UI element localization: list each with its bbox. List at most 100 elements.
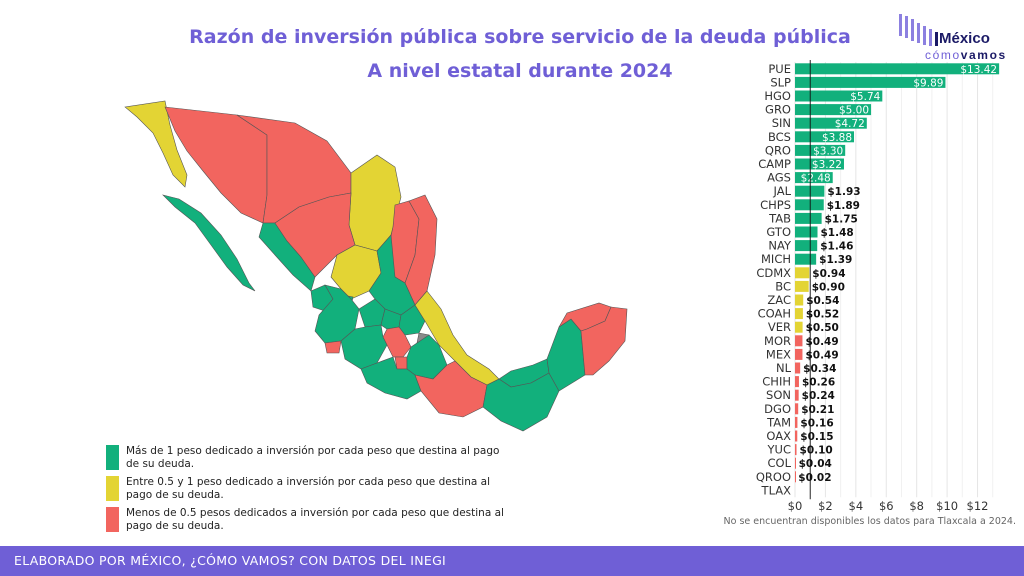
- title-line-2: A nivel estatal durante 2024: [367, 60, 673, 82]
- category-label-ver: VER: [768, 320, 791, 334]
- bar-ver: [795, 321, 803, 333]
- x-tick-label: $2: [818, 499, 833, 513]
- value-label-chih: $0.26: [802, 377, 835, 389]
- value-label-jal: $1.93: [827, 186, 860, 198]
- category-label-tab: TAB: [768, 211, 791, 225]
- bar-tab: [795, 212, 822, 224]
- category-label-cdmx: CDMX: [756, 266, 791, 280]
- title-line-1: Razón de inversión pública sobre servici…: [189, 26, 851, 48]
- legend-label-mid: Entre 0.5 y 1 peso dedicado a inversión …: [126, 476, 491, 501]
- bar-dgo: [795, 403, 799, 415]
- value-label-nay: $1.46: [820, 241, 853, 253]
- x-tick-label: $0: [788, 499, 803, 513]
- value-label-mich: $1.39: [819, 254, 852, 266]
- bar-chart: PUE $13.42 SLP $9.89 HGO $5.74 GRO $5.00 SIN $4.7…: [756, 60, 1000, 513]
- category-label-hgo: HGO: [764, 89, 791, 103]
- category-label-gto: GTO: [766, 225, 791, 239]
- category-label-slp: SLP: [770, 75, 791, 89]
- value-label-tam: $0.16: [800, 417, 833, 429]
- bar-col: [795, 457, 796, 469]
- category-label-jal: JAL: [773, 184, 792, 198]
- logo-sub-a: cómo: [925, 48, 961, 62]
- map-state-mich: [340, 324, 388, 370]
- bar-slp: [795, 76, 946, 88]
- map-state-qroo: [580, 306, 628, 376]
- category-label-bc: BC: [775, 279, 791, 293]
- bar-yuc: [795, 444, 797, 456]
- map-state-mor: [394, 356, 408, 370]
- bar-nay: [795, 240, 818, 252]
- x-tick-label: $6: [879, 499, 894, 513]
- mexico-map: [124, 100, 628, 432]
- value-label-qro: $3.30: [813, 145, 843, 157]
- value-label-dgo: $0.21: [801, 404, 834, 416]
- bar-pue: [795, 63, 1000, 75]
- bar-bcs: [795, 131, 855, 143]
- value-label-slp: $9.89: [913, 77, 943, 89]
- bar-qroo: [795, 471, 796, 483]
- category-label-ags: AGS: [767, 171, 791, 185]
- bar-coah: [795, 308, 803, 320]
- category-label-tam: TAM: [766, 415, 791, 429]
- bar-gto: [795, 226, 818, 238]
- value-label-tab: $1.75: [825, 213, 858, 225]
- map-state-camp: [546, 318, 586, 392]
- bar-oax: [795, 430, 798, 442]
- legend-label-high: Más de 1 peso dedicado a inversión por c…: [126, 445, 500, 470]
- category-label-oax: OAX: [766, 429, 791, 443]
- footer-text: ELABORADO POR MÉXICO, ¿CÓMO VAMOS? CON D…: [14, 553, 447, 568]
- x-tick-label: $8: [909, 499, 924, 513]
- value-label-oax: $0.15: [800, 431, 833, 443]
- value-label-sin: $4.72: [835, 118, 865, 130]
- bar-hgo: [795, 90, 883, 102]
- map-state-bc: [124, 100, 188, 188]
- bar-jal: [795, 185, 825, 197]
- x-tick-label: $4: [849, 499, 864, 513]
- value-label-qroo: $0.02: [798, 472, 831, 484]
- legend: Más de 1 peso dedicado a inversión por c…: [106, 445, 506, 538]
- bar-bc: [795, 280, 809, 292]
- footnote: No se encuentran disponibles los datos p…: [723, 516, 1017, 527]
- value-label-cdmx: $0.94: [812, 268, 845, 280]
- category-label-mex: MEX: [766, 347, 791, 361]
- category-label-sin: SIN: [772, 116, 791, 130]
- legend-swatch-low: [106, 507, 119, 532]
- legend-item-mid: Entre 0.5 y 1 peso dedicado a inversión …: [106, 476, 506, 502]
- value-label-son: $0.24: [802, 390, 835, 402]
- value-label-gro: $5.00: [839, 105, 869, 117]
- category-label-dgo: DGO: [764, 402, 791, 416]
- value-label-bcs: $3.88: [822, 132, 852, 144]
- category-label-coah: COAH: [758, 307, 791, 321]
- logo-bars-icon: [899, 14, 938, 46]
- value-label-col: $0.04: [799, 458, 832, 470]
- x-tick-label: $12: [967, 499, 989, 513]
- legend-item-low: Menos de 0.5 pesos dedicados a inversión…: [106, 507, 506, 533]
- category-label-nl: NL: [776, 361, 792, 375]
- x-tick-label: $10: [936, 499, 958, 513]
- logo-sub-b: vamos: [960, 48, 1007, 62]
- category-label-qro: QRO: [765, 143, 791, 157]
- category-label-chps: CHPS: [760, 198, 791, 212]
- value-label-nl: $0.34: [803, 363, 836, 375]
- category-label-zac: ZAC: [767, 293, 791, 307]
- bar-chps: [795, 199, 824, 211]
- bar-nl: [795, 362, 801, 374]
- category-label-son: SON: [766, 388, 791, 402]
- value-label-ver: $0.50: [806, 322, 839, 334]
- bar-mich: [795, 253, 817, 265]
- value-label-mex: $0.49: [805, 349, 838, 361]
- bar-camp: [795, 158, 844, 170]
- logo-main-text: México: [939, 30, 990, 47]
- value-label-camp: $3.22: [812, 159, 842, 171]
- category-label-chih: CHIH: [762, 375, 791, 389]
- bar-mex: [795, 348, 803, 360]
- value-label-gto: $1.48: [821, 227, 854, 239]
- bar-qro: [795, 144, 846, 156]
- value-label-yuc: $0.10: [800, 445, 833, 457]
- value-label-bc: $0.90: [812, 281, 845, 293]
- category-label-nay: NAY: [768, 239, 792, 253]
- legend-swatch-high: [106, 445, 119, 470]
- bar-chih: [795, 376, 799, 388]
- bar-zac: [795, 294, 804, 306]
- value-label-hgo: $5.74: [850, 91, 880, 103]
